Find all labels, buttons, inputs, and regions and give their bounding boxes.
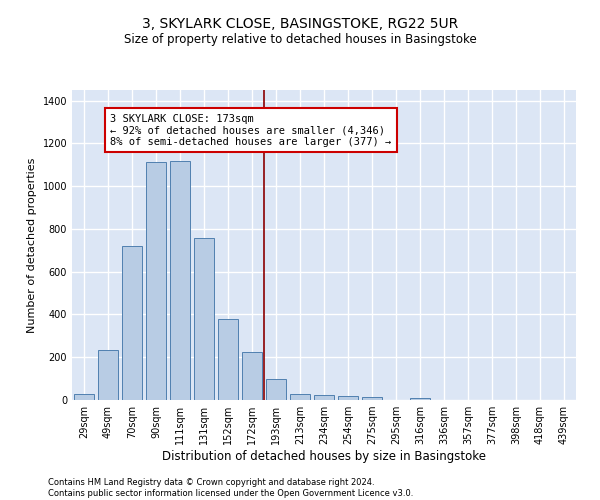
Text: 3, SKYLARK CLOSE, BASINGSTOKE, RG22 5UR: 3, SKYLARK CLOSE, BASINGSTOKE, RG22 5UR [142, 18, 458, 32]
Bar [338, 396, 358, 400]
Bar [74, 394, 94, 400]
Text: 3 SKYLARK CLOSE: 173sqm
← 92% of detached houses are smaller (4,346)
8% of semi-: 3 SKYLARK CLOSE: 173sqm ← 92% of detache… [110, 114, 392, 146]
Text: Contains HM Land Registry data © Crown copyright and database right 2024.
Contai: Contains HM Land Registry data © Crown c… [48, 478, 413, 498]
Bar [362, 397, 382, 400]
Bar [266, 378, 286, 400]
Bar [410, 398, 430, 400]
Bar [194, 238, 214, 400]
Bar [242, 352, 262, 400]
Bar [290, 394, 310, 400]
Y-axis label: Number of detached properties: Number of detached properties [27, 158, 37, 332]
Bar [314, 394, 334, 400]
Text: Size of property relative to detached houses in Basingstoke: Size of property relative to detached ho… [124, 32, 476, 46]
Bar [122, 246, 142, 400]
Bar [218, 319, 238, 400]
Bar [146, 162, 166, 400]
Bar [98, 350, 118, 400]
Bar [170, 160, 190, 400]
X-axis label: Distribution of detached houses by size in Basingstoke: Distribution of detached houses by size … [162, 450, 486, 463]
